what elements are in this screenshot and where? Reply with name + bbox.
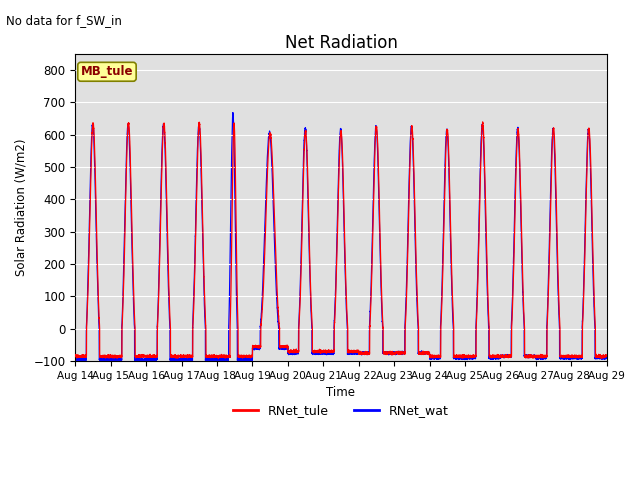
Y-axis label: Solar Radiation (W/m2): Solar Radiation (W/m2) xyxy=(15,139,28,276)
Legend: RNet_tule, RNet_wat: RNet_tule, RNet_wat xyxy=(228,399,454,422)
X-axis label: Time: Time xyxy=(326,386,355,399)
Text: No data for f_SW_in: No data for f_SW_in xyxy=(6,14,122,27)
Text: MB_tule: MB_tule xyxy=(81,65,133,78)
Title: Net Radiation: Net Radiation xyxy=(285,34,397,52)
